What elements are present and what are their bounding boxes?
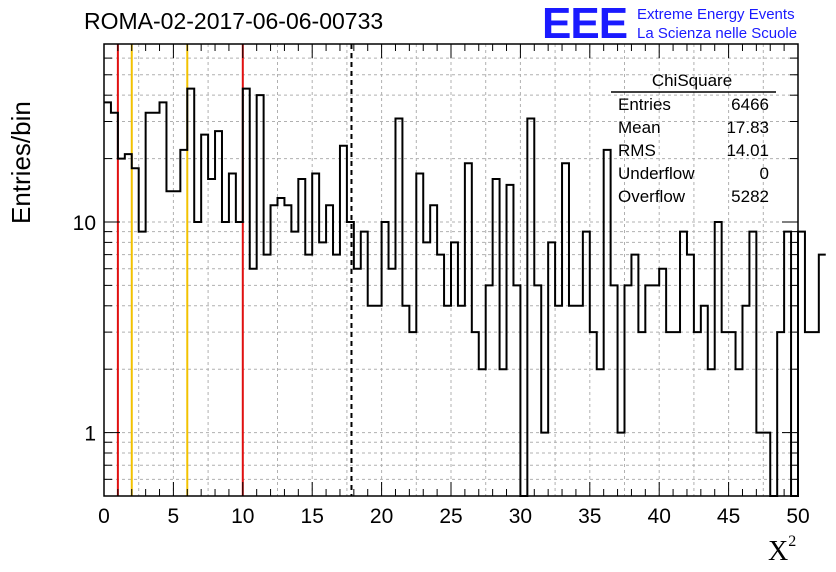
stats-value-rms: 14.01 — [726, 141, 769, 160]
stats-value-entries: 6466 — [731, 95, 769, 114]
logo-line-1: Extreme Energy Events — [637, 6, 795, 23]
x-axis-label-superscript: 2 — [788, 532, 797, 550]
y-tick-label: 1 — [84, 423, 96, 446]
stats-value-underflow: 0 — [760, 164, 769, 183]
stats-label-entries: Entries — [618, 95, 671, 114]
y-tick-label: 10 — [73, 212, 96, 235]
x-tick-label: 15 — [301, 505, 324, 528]
chart-title: ROMA-02-2017-06-06-00733 — [84, 8, 384, 34]
x-tick-label: 10 — [231, 505, 254, 528]
x-tick-label: 25 — [439, 505, 462, 528]
stats-label-mean: Mean — [618, 118, 661, 137]
x-tick-label: 30 — [509, 505, 532, 528]
stats-label-rms: RMS — [618, 141, 656, 160]
stats-value-mean: 17.83 — [726, 118, 769, 137]
axis-ticks: 0 5 10 15 20 25 30 35 40 45 50 1 10 — [73, 43, 810, 528]
histogram-outline — [104, 87, 826, 497]
stats-box: ChiSquare Entries 6466 Mean 17.83 RMS 14… — [611, 71, 776, 206]
eee-logo: EEE — [542, 0, 628, 48]
x-axis-label-base: X — [768, 536, 789, 567]
stats-value-overflow: 5282 — [731, 187, 769, 206]
x-axis-label: X2 — [768, 532, 797, 568]
stats-title: ChiSquare — [652, 71, 732, 90]
histogram-series — [104, 87, 826, 497]
x-tick-label: 5 — [168, 505, 180, 528]
x-tick-label: 20 — [370, 505, 393, 528]
y-axis-label: Entries/bin — [6, 101, 36, 224]
logo-line-2: La Scienza nelle Scuole — [637, 25, 798, 42]
x-tick-label: 40 — [648, 505, 671, 528]
stats-label-overflow: Overflow — [618, 187, 686, 206]
x-tick-label: 0 — [98, 505, 110, 528]
x-tick-label: 50 — [786, 505, 809, 528]
stats-label-underflow: Underflow — [618, 164, 695, 183]
x-tick-label: 35 — [578, 505, 601, 528]
x-tick-label: 45 — [717, 505, 740, 528]
